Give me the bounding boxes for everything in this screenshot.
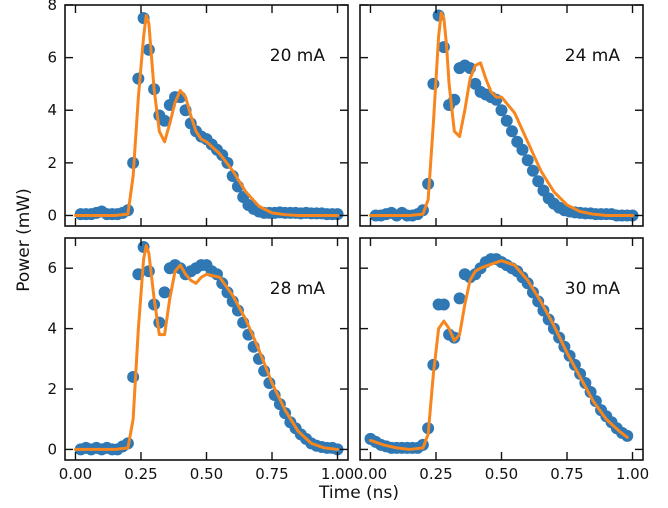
data-point bbox=[526, 164, 539, 177]
y-tick-label: 2 bbox=[47, 154, 57, 172]
panel-2: 24 mA bbox=[359, 4, 644, 227]
x-tick-label: 0.25 bbox=[124, 465, 157, 483]
data-point bbox=[221, 286, 234, 299]
measured-points bbox=[74, 12, 344, 221]
y-tick-label: 6 bbox=[47, 49, 57, 67]
y-tick-label: 4 bbox=[47, 320, 57, 338]
data-point bbox=[427, 77, 440, 90]
x-tick-label: 0.25 bbox=[419, 465, 452, 483]
y-tick-label: 6 bbox=[47, 259, 57, 277]
panel-current-label: 28 mA bbox=[270, 279, 326, 299]
panel-1: 0 2 4 6 8 20 mA bbox=[47, 0, 349, 227]
x-tick-label: 0.00 bbox=[59, 465, 92, 483]
x-tick-label: 0.75 bbox=[255, 465, 288, 483]
data-point bbox=[437, 298, 450, 311]
x-axis-label: Time (ns) bbox=[318, 483, 399, 503]
y-tick-label: 8 bbox=[47, 0, 57, 14]
data-point bbox=[500, 114, 513, 127]
y-tick-label: 2 bbox=[47, 380, 57, 398]
x-tick-label: 1.00 bbox=[616, 465, 649, 483]
panel-3: 0.00 0.25 0.50 0.75 1.00 0 2 4 6 28 mA bbox=[47, 237, 354, 483]
fit-line bbox=[73, 14, 340, 217]
y-tick-label: 4 bbox=[47, 101, 57, 119]
fit-line bbox=[368, 11, 635, 217]
y-axis-label: Power (mW) bbox=[14, 188, 34, 291]
data-point bbox=[142, 43, 155, 56]
data-point bbox=[495, 104, 508, 117]
fit-line bbox=[368, 259, 629, 451]
plot-frame bbox=[359, 237, 644, 461]
x-tick-label: 0.50 bbox=[485, 465, 518, 483]
data-point bbox=[142, 265, 155, 278]
x-tick-label: 0.75 bbox=[550, 465, 583, 483]
data-point bbox=[532, 175, 545, 188]
measured-points bbox=[74, 241, 344, 456]
data-point bbox=[521, 154, 534, 167]
measured-points bbox=[369, 9, 639, 222]
data-point bbox=[158, 286, 171, 299]
data-point bbox=[516, 143, 529, 156]
panel-current-label: 20 mA bbox=[270, 46, 326, 66]
plot-frame bbox=[64, 4, 349, 227]
data-point bbox=[505, 125, 518, 138]
fit-line bbox=[73, 244, 340, 451]
data-point bbox=[453, 292, 466, 305]
panel-current-label: 24 mA bbox=[565, 46, 621, 66]
data-point bbox=[127, 370, 140, 383]
panel-current-label: 30 mA bbox=[565, 279, 621, 299]
y-tick-label: 0 bbox=[47, 206, 57, 224]
panels-layer: 0 2 4 6 8 20 mA 24 mA 0.00 0.25 0.50 0.75 1.00 0 2 4 6 2… bbox=[47, 0, 649, 483]
x-tick-label: 0.00 bbox=[354, 465, 387, 483]
x-tick-label: 1.00 bbox=[321, 465, 354, 483]
x-tick-label: 0.50 bbox=[190, 465, 223, 483]
panel-4: 0.00 0.25 0.50 0.75 1.00 30 mA bbox=[354, 237, 649, 483]
y-tick-label: 0 bbox=[47, 440, 57, 458]
data-point bbox=[158, 114, 171, 127]
